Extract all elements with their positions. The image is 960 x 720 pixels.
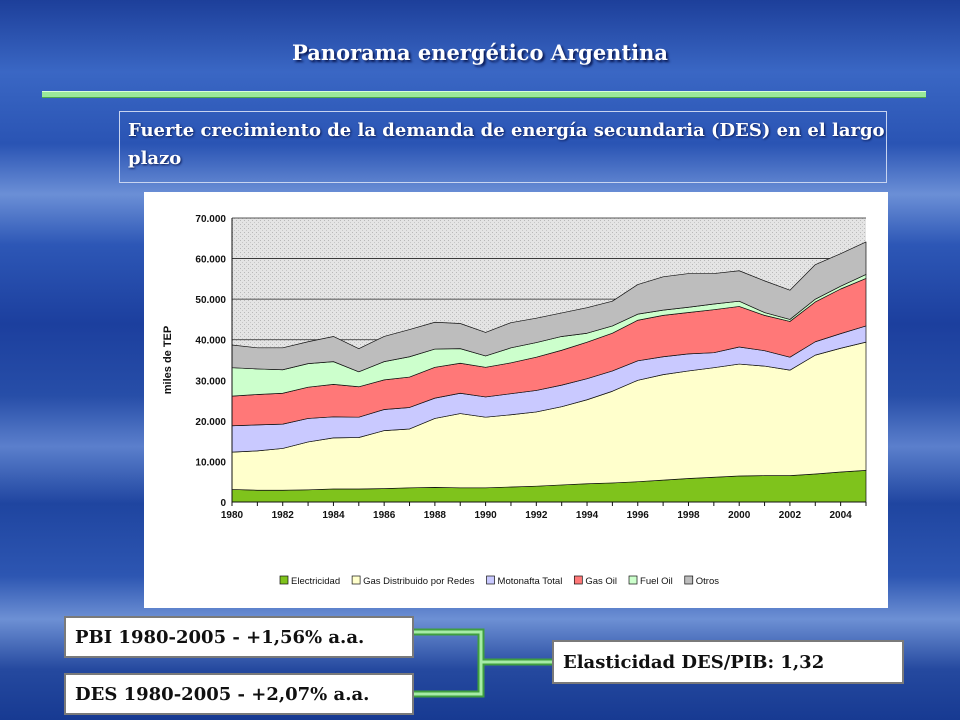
y-tick-label: 60.000 — [195, 255, 226, 266]
y-tick-label: 20.000 — [195, 417, 226, 428]
y-tick-label: 0 — [220, 498, 226, 509]
y-tick-label: 30.000 — [195, 376, 226, 387]
title-divider — [42, 91, 926, 98]
des-growth-box: DES 1980-2005 - +2,07% a.a. — [64, 673, 414, 715]
legend-label: Motonafta Total — [498, 576, 563, 587]
legend-swatch — [486, 575, 495, 585]
y-tick-label: 40.000 — [195, 336, 226, 347]
x-tick-label: 2004 — [830, 510, 853, 521]
legend-label: Electricidad — [291, 576, 340, 587]
legend-swatch — [279, 575, 289, 585]
elasticity-box: Elasticidad DES/PIB: 1,32 — [552, 640, 904, 684]
legend-swatch — [628, 575, 638, 585]
x-tick-label: 1988 — [424, 510, 447, 521]
x-tick-label: 1984 — [322, 510, 345, 521]
legend-label: Otros — [696, 576, 719, 587]
y-tick-label: 10.000 — [195, 457, 226, 468]
legend-swatch — [351, 575, 361, 585]
legend-label: Gas Oil — [585, 576, 617, 587]
area-layer — [231, 241, 867, 503]
legend-label: Gas Distribuido por Redes — [363, 576, 475, 587]
x-tick-label: 1990 — [474, 510, 497, 521]
y-tick-label: 70.000 — [195, 214, 226, 225]
pbi-growth-box: PBI 1980-2005 - +1,56% a.a. — [64, 616, 414, 658]
x-tick-label: 1986 — [373, 510, 396, 521]
axes: 0 10.000 20.000 30.000 40.000 50.000 60.000 70.… — [195, 214, 867, 521]
subtitle-box: Fuerte crecimiento de la demanda de ener… — [119, 111, 887, 183]
x-tick-label: 1996 — [627, 510, 650, 521]
y-tick-label: 50.000 — [195, 295, 226, 306]
x-tick-label: 1982 — [272, 510, 295, 521]
x-tick-label: 2002 — [779, 510, 802, 521]
y-axis-label: miles de TEP — [162, 326, 174, 394]
legend-swatch — [684, 575, 694, 585]
x-tick-label: 1994 — [576, 510, 599, 521]
area-otros — [231, 241, 867, 373]
legend: Electricidad Gas Distribuido por Redes Mot… — [279, 575, 719, 587]
stacked-area-chart: 0 10.000 20.000 30.000 40.000 50.000 60.000 70.… — [162, 214, 867, 587]
x-tick-label: 1998 — [677, 510, 700, 521]
chart-panel: 0 10.000 20.000 30.000 40.000 50.000 60.000 70.… — [144, 192, 888, 608]
slide-title: Panorama energético Argentina — [291, 40, 669, 65]
x-tick-label: 2000 — [728, 510, 751, 521]
legend-label: Fuel Oil — [640, 576, 673, 587]
legend-swatch — [573, 575, 583, 585]
x-tick-label: 1980 — [221, 510, 244, 521]
x-tick-label: 1992 — [525, 510, 548, 521]
